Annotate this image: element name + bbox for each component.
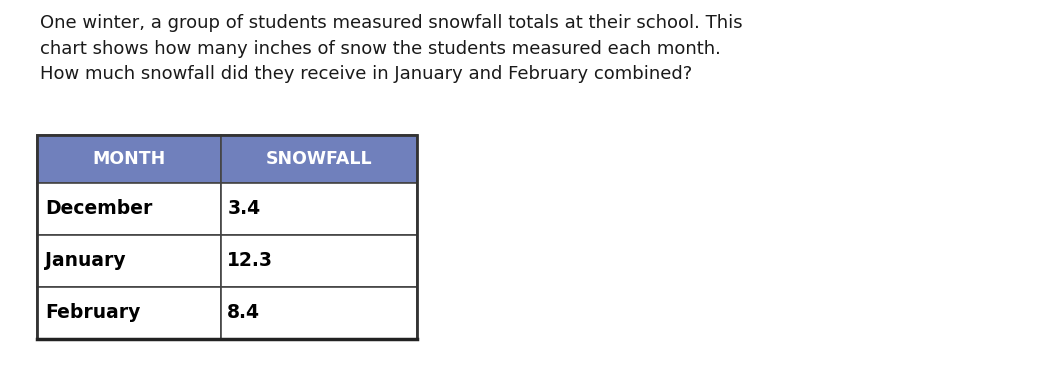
Text: MONTH: MONTH: [93, 150, 165, 168]
Text: 3.4: 3.4: [228, 199, 260, 218]
Text: One winter, a group of students measured snowfall totals at their school. This
c: One winter, a group of students measured…: [40, 14, 743, 83]
Text: February: February: [45, 304, 140, 323]
Text: December: December: [45, 199, 153, 218]
Text: SNOWFALL: SNOWFALL: [266, 150, 372, 168]
Text: 8.4: 8.4: [228, 304, 260, 323]
Text: 12.3: 12.3: [228, 251, 274, 270]
Text: January: January: [45, 251, 126, 270]
